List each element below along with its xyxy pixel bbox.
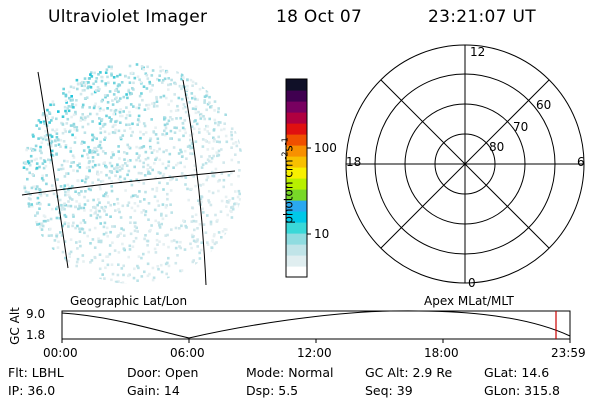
unit-sup-cm: -2: [280, 151, 290, 160]
unit-s: s: [281, 145, 296, 152]
colorbar-band: [286, 90, 307, 102]
mlt-label-6: 6: [577, 155, 585, 169]
colorbar-band: [286, 178, 307, 190]
unit-sup-s: -1: [280, 137, 290, 146]
alt-x-tick-0000: 00:00: [43, 346, 78, 360]
uv-earth-image: [21, 63, 244, 286]
colorbar-band: [286, 244, 307, 256]
colorbar: [285, 78, 311, 278]
alt-x-tick-1800: 18:00: [424, 346, 459, 360]
status-gain: Gain: 14: [127, 383, 180, 398]
mlt-label-0: 0: [468, 276, 476, 290]
right-map-label: Apex MLat/MLT: [424, 294, 514, 308]
status-dsp: Dsp: 5.5: [246, 383, 299, 398]
polar-diagonal-2: [380, 79, 550, 249]
colorbar-unit: photon cm-2s-1: [281, 111, 296, 251]
colorbar-band: [286, 134, 307, 146]
instrument-title: Ultraviolet Imager: [48, 7, 208, 27]
alt-y-bottom: 1.8: [26, 328, 46, 342]
geo-meridian-east: [182, 79, 207, 286]
colorbar-band: [286, 189, 307, 201]
status-mode: Mode: Normal: [246, 365, 334, 380]
status-filter: Flt: LBHL: [8, 365, 64, 380]
colorbar-band: [286, 200, 307, 212]
colorbar-band: [286, 211, 307, 223]
lat-label-70: 70: [513, 120, 529, 134]
colorbar-band: [286, 156, 307, 168]
polar-plot: [345, 44, 585, 284]
alt-x-tick-0600: 06:00: [170, 346, 205, 360]
colorbar-band: [286, 255, 307, 267]
colorbar-band: [286, 167, 307, 179]
status-door: Door: Open: [127, 365, 199, 380]
alt-x-tick-2359: 23:59: [551, 346, 586, 360]
colorbar-band: [286, 123, 307, 135]
geo-parallel: [21, 170, 236, 196]
status-glon: GLon: 315.8: [484, 383, 560, 398]
colorbar-band: [286, 266, 307, 278]
colorbar-band: [286, 222, 307, 234]
observation-time: 23:21:07 UT: [428, 7, 536, 27]
alt-x-tick-1200: 12:00: [297, 346, 332, 360]
status-gc-alt: GC Alt: 2.9 Re: [365, 365, 453, 380]
status-glat: GLat: 14.6: [484, 365, 550, 380]
left-map-label: Geographic Lat/Lon: [70, 294, 188, 308]
status-seq: Seq: 39: [365, 383, 413, 398]
observation-date: 18 Oct 07: [276, 7, 363, 27]
colorbar-band: [286, 145, 307, 157]
altitude-plot: [61, 310, 571, 343]
mlt-label-18: 18: [346, 155, 362, 169]
colorbar-label-100: 100: [314, 141, 337, 155]
altitude-curve: [61, 310, 571, 339]
colorbar-band: [286, 101, 307, 113]
unit-photon-cm: photon cm: [281, 159, 296, 224]
lat-label-60: 60: [536, 98, 552, 112]
alt-axis-label: GC Alt: [8, 307, 22, 345]
colorbar-label-10: 10: [314, 227, 330, 241]
colorbar-band: [286, 79, 307, 91]
status-ip: IP: 36.0: [8, 383, 56, 398]
geo-meridian-west: [37, 71, 69, 269]
colorbar-band: [286, 112, 307, 124]
lat-label-80: 80: [489, 140, 505, 154]
colorbar-band: [286, 233, 307, 245]
mlt-label-12: 12: [470, 45, 486, 59]
alt-y-top: 9.0: [26, 307, 46, 321]
